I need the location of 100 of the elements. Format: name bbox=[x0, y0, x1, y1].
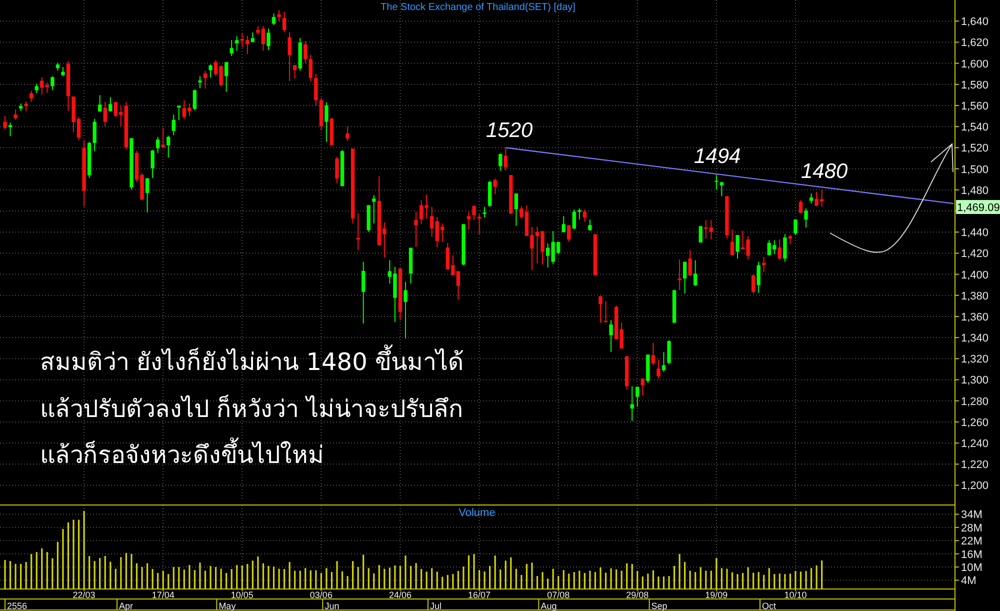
candlestick bbox=[362, 261, 366, 324]
candlestick bbox=[277, 10, 281, 22]
y-tick-label: 1,540 bbox=[961, 122, 989, 134]
annotation: สมมติว่า ยังไงก็ยังไม่ผ่าน 1480 ขึ้นมาได้ bbox=[40, 344, 464, 376]
y-tick-label: 1,620 bbox=[961, 37, 989, 50]
candlestick bbox=[798, 200, 803, 214]
candlestick bbox=[783, 234, 787, 262]
candlestick bbox=[756, 261, 760, 294]
text: 2556 bbox=[7, 601, 28, 611]
candlestick bbox=[578, 208, 582, 220]
y-tick-label: 1,400 bbox=[961, 269, 989, 282]
candlestick bbox=[50, 76, 54, 91]
annotation: 1480 bbox=[801, 160, 848, 183]
candlestick bbox=[751, 274, 756, 294]
y-tick-label: 1,340 bbox=[961, 332, 989, 345]
annotation: 1520 bbox=[486, 119, 534, 142]
x-tick-label: 24/06 bbox=[388, 590, 412, 600]
x-tick-label: 16/07 bbox=[468, 590, 491, 600]
x-tick-label: 17/04 bbox=[152, 590, 174, 600]
candlestick bbox=[588, 219, 592, 232]
candlestick bbox=[640, 378, 644, 396]
candlestick bbox=[477, 214, 482, 235]
y-tick-label: 4M bbox=[961, 575, 976, 588]
annotation: แล้วก็รอจังหวะดึงขึ้นไปใหม่ bbox=[40, 437, 324, 469]
x-tick-label: 10/10 bbox=[784, 590, 807, 600]
candlestick bbox=[651, 342, 656, 366]
candlestick bbox=[346, 126, 350, 142]
candlestick bbox=[356, 213, 360, 251]
candlestick bbox=[308, 54, 312, 82]
candlestick bbox=[166, 135, 170, 158]
y-tick-label: 1,480 bbox=[961, 184, 989, 197]
candlestick bbox=[630, 386, 634, 422]
candlestick bbox=[414, 211, 418, 248]
candlestick bbox=[714, 174, 718, 190]
candlestick bbox=[682, 261, 687, 294]
title: Volume bbox=[458, 507, 496, 519]
candlestick bbox=[293, 64, 297, 79]
candlestick bbox=[804, 208, 808, 228]
candlestick bbox=[404, 281, 408, 339]
text: Sep bbox=[651, 601, 668, 611]
y-tick-label: 22M bbox=[961, 536, 982, 548]
candlestick bbox=[14, 108, 18, 120]
candlestick bbox=[198, 76, 202, 89]
candlestick bbox=[282, 12, 286, 33]
candlestick bbox=[504, 147, 508, 172]
candlestick bbox=[598, 296, 602, 324]
x-tick-label: 10/05 bbox=[230, 590, 254, 600]
text: 1,469.09 bbox=[957, 202, 1000, 214]
candlestick bbox=[572, 208, 576, 230]
annotation: แล้วปรับตัวลงไป ก็หวังว่า ไม่น่าจะปรับลึก bbox=[40, 394, 464, 423]
candlestick bbox=[192, 88, 197, 111]
candlestick bbox=[177, 104, 181, 121]
candlestick bbox=[103, 101, 107, 127]
y-tick-label: 1,520 bbox=[961, 142, 989, 155]
candlestick bbox=[235, 36, 239, 52]
candlestick bbox=[562, 216, 566, 233]
candlestick bbox=[662, 351, 666, 372]
y-tick-label: 1,300 bbox=[961, 374, 989, 387]
candlestick bbox=[609, 320, 613, 352]
candlestick bbox=[694, 260, 698, 287]
x-tick-label: 19/09 bbox=[705, 590, 728, 600]
title: The Stock Exchange of Thailand(SET) [day] bbox=[380, 2, 576, 13]
candlestick bbox=[272, 12, 276, 26]
candlestick bbox=[482, 206, 486, 218]
candlestick bbox=[430, 206, 434, 238]
candlestick bbox=[288, 32, 292, 82]
y-tick-label: 1,200 bbox=[961, 480, 989, 492]
y-tick-label: 28M bbox=[961, 522, 982, 534]
candlestick bbox=[266, 28, 270, 51]
candlestick bbox=[156, 136, 160, 154]
candlestick bbox=[466, 211, 471, 230]
candlestick bbox=[678, 258, 682, 291]
candlestick bbox=[314, 73, 318, 106]
y-tick-label: 1,420 bbox=[961, 248, 989, 260]
candlestick bbox=[224, 62, 228, 92]
text: Jul bbox=[430, 601, 442, 611]
text: May bbox=[218, 601, 236, 611]
candlestick bbox=[372, 194, 376, 224]
candlestick bbox=[472, 204, 476, 221]
candlestick bbox=[498, 152, 502, 172]
y-tick-label: 1,600 bbox=[961, 58, 989, 70]
candlestick bbox=[40, 76, 44, 96]
candlestick bbox=[778, 238, 782, 260]
candlestick bbox=[161, 127, 165, 148]
y-tick-label: 1,280 bbox=[961, 396, 989, 408]
candlestick bbox=[567, 224, 571, 242]
candlestick bbox=[108, 96, 112, 112]
candlestick bbox=[736, 234, 740, 260]
candlestick bbox=[24, 100, 28, 112]
y-tick-label: 1,500 bbox=[961, 164, 989, 176]
candlestick bbox=[488, 180, 492, 208]
y-tick-label: 34M bbox=[961, 509, 982, 522]
candlestick bbox=[3, 116, 7, 130]
candlestick bbox=[208, 64, 212, 78]
candlestick bbox=[698, 226, 702, 244]
candlestick bbox=[324, 102, 328, 142]
candlestick bbox=[34, 82, 38, 94]
candlestick bbox=[493, 178, 497, 195]
text: Aug bbox=[540, 601, 557, 611]
candlestick bbox=[667, 340, 671, 365]
